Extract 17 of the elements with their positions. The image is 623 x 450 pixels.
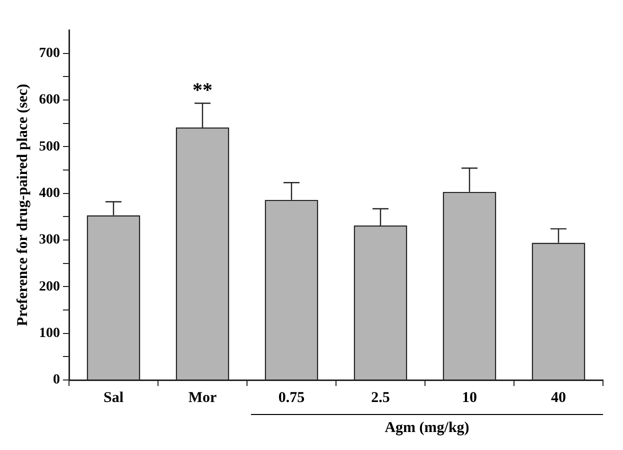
x-tick-label: Sal: [103, 390, 124, 406]
y-tick-label: 500: [39, 139, 60, 154]
y-tick-label: 0: [53, 372, 60, 388]
y-tick-label: 600: [39, 92, 60, 108]
y-axis-title: Preference for drug-paired place (sec): [14, 84, 31, 326]
y-tick-label: 200: [39, 279, 60, 294]
x-tick-label: 0.75: [278, 390, 305, 406]
x-tick-label: 10: [462, 390, 477, 406]
y-tick-label: 400: [39, 186, 60, 201]
y-tick-label: 700: [39, 46, 60, 61]
y-tick-label: 100: [39, 326, 60, 341]
x-tick-label: 2.5: [371, 390, 390, 406]
y-tick-label: 300: [39, 232, 60, 248]
x-tick-label: 40: [551, 390, 566, 406]
annotation: **: [192, 79, 212, 102]
x-tick-label: Mor: [188, 390, 217, 406]
x-axis-title: Agm (mg/kg): [384, 420, 470, 437]
